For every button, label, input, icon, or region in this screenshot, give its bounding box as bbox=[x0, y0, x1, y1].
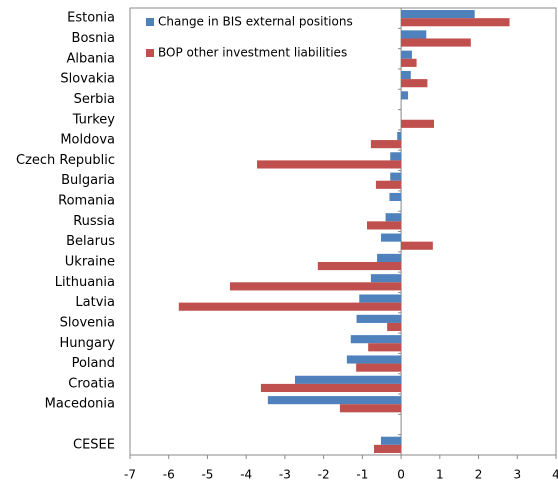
bar bbox=[390, 172, 402, 181]
bar bbox=[229, 282, 402, 291]
bar bbox=[370, 274, 402, 283]
x-tick-label: -1 bbox=[356, 468, 368, 482]
y-tick-label: CESEE bbox=[73, 437, 115, 452]
bar bbox=[380, 233, 402, 242]
bar bbox=[260, 383, 402, 393]
bar bbox=[267, 396, 402, 405]
bar bbox=[401, 10, 475, 19]
bar bbox=[397, 131, 402, 141]
bar bbox=[346, 355, 402, 364]
x-tick-label: -4 bbox=[240, 468, 252, 482]
bar bbox=[401, 50, 412, 59]
y-tick-label: Romania bbox=[58, 194, 115, 209]
bar bbox=[375, 180, 402, 189]
bar bbox=[401, 58, 417, 67]
y-tick-label: Albania bbox=[66, 51, 115, 66]
y-tick-label: Macedonia bbox=[45, 397, 115, 412]
y-tick-label: Bosnia bbox=[72, 31, 115, 46]
y-tick-label: Slovenia bbox=[60, 315, 115, 330]
x-tick-label: -3 bbox=[279, 468, 291, 482]
bar bbox=[356, 363, 402, 372]
x-tick-label: -5 bbox=[201, 468, 213, 482]
y-tick-label: Lithuania bbox=[55, 275, 115, 290]
legend-swatch bbox=[146, 49, 154, 57]
bar bbox=[356, 314, 402, 323]
bar bbox=[377, 253, 402, 262]
bar bbox=[401, 70, 411, 80]
bar bbox=[387, 322, 402, 332]
y-tick-label: Bulgaria bbox=[61, 173, 115, 188]
bar bbox=[373, 444, 402, 453]
bar bbox=[390, 152, 402, 161]
legend-swatch bbox=[146, 18, 154, 26]
bar bbox=[359, 294, 402, 303]
y-tick-label: Serbia bbox=[74, 92, 115, 107]
y-tick-label: Turkey bbox=[72, 112, 116, 127]
y-tick-label: Croatia bbox=[68, 376, 115, 391]
y-tick-label: Russia bbox=[73, 214, 115, 229]
bar bbox=[294, 375, 402, 384]
bar bbox=[370, 140, 402, 149]
y-tick-label: Latvia bbox=[75, 295, 115, 310]
bar bbox=[401, 241, 433, 250]
bar bbox=[401, 79, 428, 88]
bar bbox=[401, 38, 471, 47]
bar bbox=[368, 343, 402, 352]
bar bbox=[401, 91, 409, 100]
bar bbox=[389, 192, 402, 202]
bar bbox=[380, 436, 402, 445]
bar bbox=[178, 302, 402, 311]
y-tick-label: Poland bbox=[72, 356, 115, 371]
x-tick-label: 0 bbox=[397, 468, 405, 482]
x-tick-label: 1 bbox=[436, 468, 444, 482]
bar bbox=[339, 404, 402, 413]
bar bbox=[385, 213, 402, 222]
bar bbox=[350, 335, 402, 344]
plot-frame bbox=[129, 7, 557, 456]
bar bbox=[257, 160, 402, 169]
legend-label: Change in BIS external positions bbox=[158, 15, 353, 29]
bar bbox=[401, 30, 427, 39]
x-tick-label: 2 bbox=[475, 468, 483, 482]
legend-label: BOP other investment liabilities bbox=[158, 46, 347, 60]
bar bbox=[401, 18, 510, 27]
x-tick-label: 3 bbox=[513, 468, 521, 482]
y-tick-label: Slovakia bbox=[60, 72, 115, 87]
y-tick-label: Ukraine bbox=[65, 254, 115, 269]
x-tick-label: 4 bbox=[552, 468, 558, 482]
x-tick-label: -7 bbox=[124, 468, 136, 482]
y-tick-label: Moldova bbox=[60, 133, 115, 148]
y-tick-label: Hungary bbox=[59, 336, 115, 351]
x-tick-label: -6 bbox=[163, 468, 175, 482]
bar bbox=[401, 119, 435, 128]
bar bbox=[317, 261, 402, 271]
y-tick-label: Estonia bbox=[67, 11, 115, 26]
x-tick-label: -2 bbox=[318, 468, 330, 482]
bar bbox=[367, 221, 402, 230]
y-tick-label: Czech Republic bbox=[16, 153, 115, 168]
y-tick-label: Belarus bbox=[66, 234, 115, 249]
